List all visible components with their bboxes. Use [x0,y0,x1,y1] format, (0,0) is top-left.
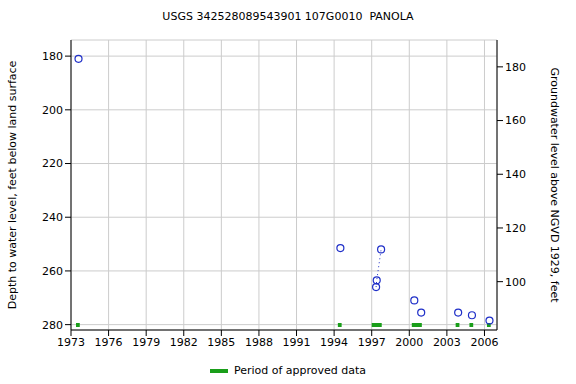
svg-text:2006: 2006 [470,336,498,349]
svg-text:180: 180 [42,50,63,63]
svg-text:1976: 1976 [95,336,123,349]
svg-text:Groundwater level above NGVD 1: Groundwater level above NGVD 1929, feet [548,67,561,303]
svg-text:180: 180 [505,61,526,74]
svg-text:1988: 1988 [245,336,273,349]
svg-text:120: 120 [505,222,526,235]
svg-text:280: 280 [42,319,63,332]
svg-text:2000: 2000 [395,336,423,349]
svg-text:2003: 2003 [433,336,461,349]
svg-text:1973: 1973 [57,336,85,349]
svg-text:220: 220 [42,157,63,170]
svg-text:1997: 1997 [358,336,386,349]
svg-text:1985: 1985 [207,336,235,349]
svg-text:240: 240 [42,211,63,224]
svg-text:100: 100 [505,276,526,289]
svg-text:140: 140 [505,168,526,181]
svg-text:160: 160 [505,114,526,127]
svg-text:1994: 1994 [320,336,348,349]
svg-text:1991: 1991 [283,336,311,349]
svg-text:260: 260 [42,265,63,278]
svg-text:1979: 1979 [132,336,160,349]
svg-text:1982: 1982 [170,336,198,349]
svg-text:Depth to water level, feet bel: Depth to water level, feet below land su… [8,60,19,309]
svg-text:200: 200 [42,104,63,117]
html-text:Period of approved data: Period of approved data [233,364,367,377]
html-text:USGS 342528089543901 107G0010: USGS 342528089543901 107G0010 PANOLA [162,10,414,23]
